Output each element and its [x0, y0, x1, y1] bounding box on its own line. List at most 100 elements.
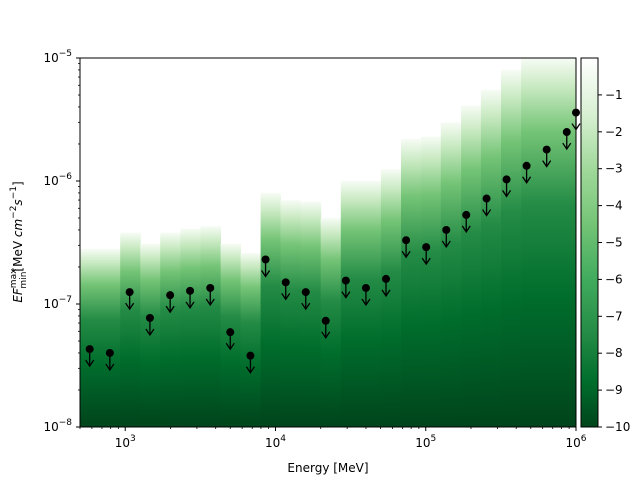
upper-limit-point	[125, 288, 134, 297]
upper-limit-point	[261, 255, 270, 264]
upper-limit-arrowhead	[301, 302, 311, 311]
colorbar-tick-label: −6	[605, 272, 623, 286]
upper-limit-marker	[301, 288, 311, 311]
upper-limit-arrowhead	[542, 160, 552, 168]
y-axis-label-units-prefix: [MeV	[11, 237, 25, 271]
upper-limit-marker	[341, 276, 351, 299]
upper-limit-point	[85, 345, 94, 354]
upper-limit-arrowhead	[145, 328, 155, 337]
y-tick-label: 10−5	[43, 49, 72, 65]
upper-limit-arrowhead	[165, 305, 175, 314]
likelihood-bin	[200, 226, 221, 427]
x-axis-ticks: 103 104 105 106	[79, 427, 587, 450]
upper-limit-arrowhead	[562, 142, 572, 151]
upper-limit-marker	[245, 351, 255, 374]
upper-limit-marker	[522, 161, 532, 184]
likelihood-bin	[140, 243, 161, 427]
upper-limit-marker	[401, 236, 411, 259]
upper-limit-arrowhead	[281, 292, 291, 301]
upper-limit-point	[226, 328, 235, 337]
upper-limit-point	[145, 313, 154, 322]
likelihood-bin	[380, 169, 402, 427]
upper-limit-arrowhead	[502, 190, 512, 198]
upper-limit-point	[281, 278, 290, 287]
y-axis-label-units-cm-exp: −2	[9, 206, 19, 219]
upper-limit-marker	[502, 175, 512, 198]
colorbar: −1 −2 −3 −4 −5 −6 −7 −8 −9 −10	[580, 57, 630, 434]
upper-limit-arrowhead	[341, 291, 351, 299]
colorbar-tick-label: −9	[605, 383, 623, 397]
x-axis-label: Energy [MeV]	[287, 461, 368, 475]
upper-limit-marker	[381, 274, 391, 298]
likelihood-bin	[180, 228, 201, 427]
upper-limit-arrowhead	[461, 225, 471, 234]
plot-frame	[79, 57, 577, 428]
upper-limit-marker	[165, 291, 175, 314]
upper-limit-marker	[225, 328, 235, 351]
y-axis-label: EFmaxmin[MeV cm−2s−1]	[9, 181, 29, 302]
upper-limit-point	[422, 243, 431, 252]
upper-limit-point	[462, 210, 471, 219]
likelihood-bin	[360, 181, 382, 427]
upper-limit-point	[246, 351, 255, 360]
upper-limit-marker	[421, 243, 431, 266]
upper-limit-marker	[205, 283, 215, 307]
colorbar-tick-label: −7	[605, 309, 623, 323]
likelihood-bin	[280, 200, 302, 427]
upper-limit-marker	[562, 128, 572, 151]
x-tick-label: 104	[265, 434, 286, 450]
upper-limit-arrowhead	[245, 366, 255, 374]
y-axis-label-units-s-exp: −1	[9, 186, 19, 199]
y-axis-label-sub: min	[19, 272, 29, 289]
upper-limit-arrowhead	[381, 289, 391, 298]
upper-limit-marker	[321, 316, 331, 339]
upper-limit-arrowhead	[321, 331, 331, 339]
y-tick-label: 10−8	[43, 418, 72, 434]
y-tick-label: 10−6	[43, 172, 72, 188]
colorbar-tick-label: −5	[605, 236, 623, 250]
upper-limit-arrowhead	[225, 342, 235, 351]
upper-limit-point	[321, 316, 330, 325]
likelihood-bin	[100, 249, 121, 427]
upper-limit-marker	[145, 313, 155, 337]
likelihood-bin	[401, 138, 422, 427]
upper-limit-arrowhead	[85, 359, 95, 368]
y-tick-label: 10−7	[43, 295, 72, 311]
upper-limit-point	[542, 145, 551, 154]
upper-limit-marker	[461, 210, 471, 234]
likelihood-bin	[521, 58, 542, 427]
colorbar-tick-label: −1	[605, 88, 623, 102]
upper-limit-arrowhead	[105, 363, 115, 372]
upper-limit-point	[522, 161, 531, 170]
upper-limit-point	[166, 291, 175, 300]
colorbar-tick-label: −10	[605, 420, 630, 434]
likelihood-bin	[80, 249, 101, 427]
upper-limit-point	[482, 194, 491, 203]
upper-limit-arrowhead	[421, 257, 431, 266]
upper-limit-point	[402, 236, 411, 245]
upper-limit-point	[186, 286, 195, 295]
upper-limit-arrowhead	[482, 209, 492, 217]
upper-limit-point	[105, 348, 114, 357]
upper-limit-marker	[85, 345, 95, 368]
likelihood-bin	[120, 232, 141, 427]
upper-limit-marker	[482, 194, 492, 217]
upper-limit-point	[301, 288, 310, 297]
upper-limit-marker	[105, 348, 115, 372]
upper-limit-arrowhead	[261, 270, 271, 278]
upper-limit-marker	[281, 278, 291, 301]
colorbar-tick-label: −2	[605, 125, 623, 139]
upper-limit-marker	[361, 283, 371, 307]
likelihood-bin	[461, 105, 482, 427]
upper-limit-arrowhead	[522, 176, 532, 184]
y-axis-ticks: 10−8 10−7 10−6 10−5	[43, 49, 80, 434]
y-axis-label-units-s: s	[11, 199, 25, 205]
upper-limit-arrowhead	[185, 301, 195, 309]
upper-limit-marker	[261, 255, 271, 278]
x-tick-label: 106	[565, 434, 586, 450]
x-tick-label: 103	[115, 434, 136, 450]
upper-limit-point	[562, 128, 571, 137]
likelihood-bin	[501, 69, 522, 428]
upper-limit-marker	[185, 286, 195, 309]
